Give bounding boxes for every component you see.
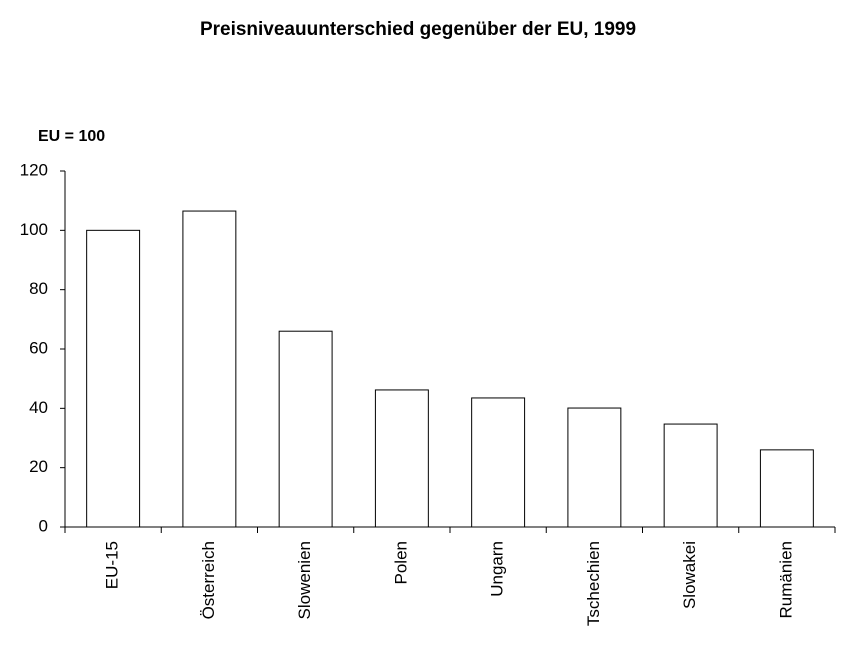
- x-tick-label: Slowenien: [295, 541, 314, 619]
- y-tick-label: 120: [20, 160, 48, 179]
- y-axis-label: EU = 100: [38, 128, 105, 145]
- chart-title: Preisniveauunterschied gegenüber der EU,…: [200, 19, 636, 40]
- x-tick-label: Tschechien: [584, 541, 603, 626]
- y-tick-label: 80: [29, 279, 48, 298]
- y-tick-label: 40: [29, 398, 48, 417]
- bar: [759, 449, 814, 528]
- bar: [567, 407, 622, 528]
- x-tick-label: Ungarn: [488, 541, 507, 597]
- bar: [182, 210, 237, 528]
- x-tick-label: Österreich: [199, 541, 218, 619]
- y-tick-label: 60: [29, 338, 48, 357]
- x-tick-label: Slowakei: [680, 541, 699, 609]
- x-tick-label: Polen: [391, 541, 410, 584]
- x-tick-label: EU-15: [103, 541, 122, 589]
- bar: [374, 389, 429, 528]
- bar: [86, 229, 141, 528]
- y-tick-label: 0: [39, 516, 48, 535]
- bar: [471, 397, 526, 528]
- y-tick-label: 100: [20, 220, 48, 239]
- bar: [278, 330, 333, 528]
- x-tick-label: Rumänien: [776, 541, 795, 619]
- bar: [663, 423, 718, 528]
- y-tick-label: 20: [29, 457, 48, 476]
